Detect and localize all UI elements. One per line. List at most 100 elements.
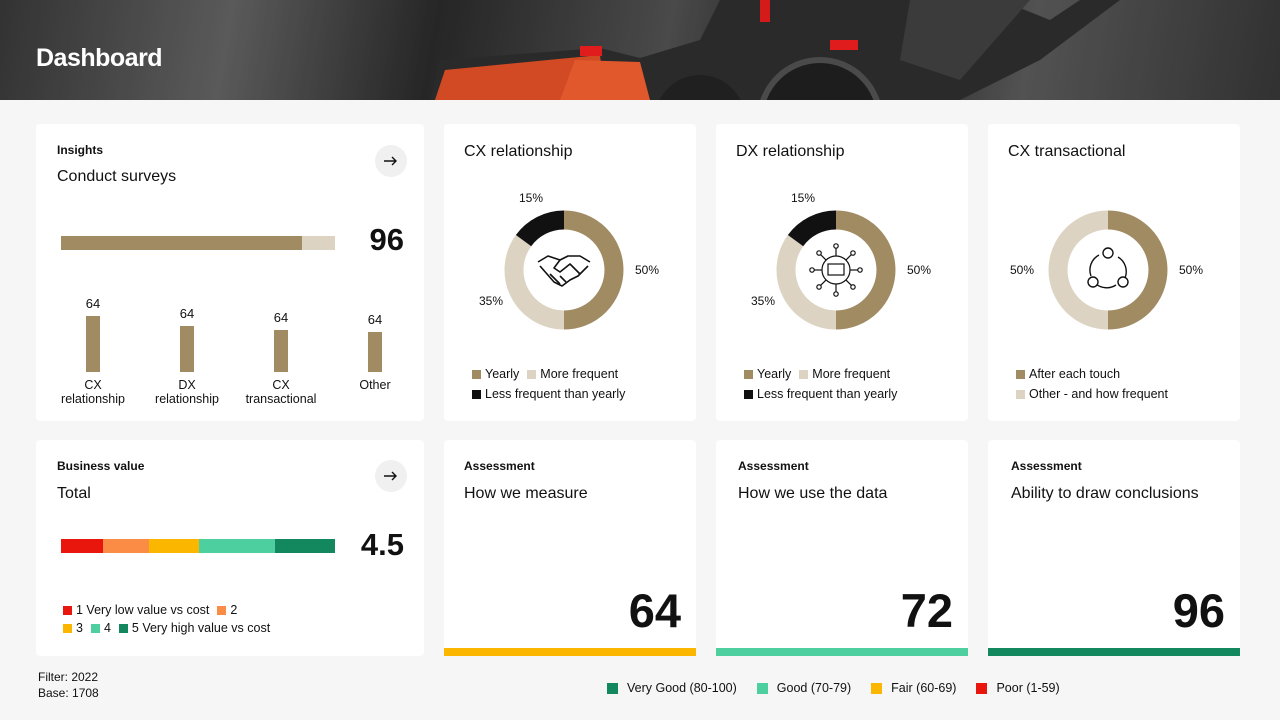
insights-kicker: Insights — [57, 143, 104, 157]
legend-value-2: 2 — [230, 603, 238, 617]
mining-machine-image — [0, 0, 1280, 100]
arrow-right-icon — [384, 471, 397, 481]
survey-bar-label: DX — [178, 378, 196, 392]
dx-relationship-title: DX relationship — [736, 143, 845, 160]
legend-more-frequent: More frequent — [540, 367, 619, 381]
legend-value-5: 5 Very high value vs cost — [131, 621, 271, 635]
cx-transactional-donut — [1048, 210, 1168, 330]
legend-value-1: 1 Very low value vs cost — [76, 603, 210, 617]
surveys-progress-track — [61, 236, 335, 250]
dx-relationship-card: DX relationship 50% 35% 15% Yearly More … — [716, 124, 968, 421]
business-value-card: Business value Total 4.5 1 Very low valu… — [36, 440, 424, 656]
legend-value-4: 4 — [103, 621, 111, 635]
assessment-use-data-card: Assessment How we use the data 72 — [716, 440, 968, 656]
pct-less-frequent: 15% — [519, 191, 544, 205]
donut-slice — [1107, 210, 1168, 330]
survey-bar-label: Other — [359, 378, 390, 392]
value-segment-5 — [274, 539, 335, 553]
donut-slice — [787, 210, 837, 247]
legend-less-frequent: Less frequent than yearly — [757, 387, 898, 401]
dx-relationship-legend: Yearly More frequent — [744, 367, 890, 381]
handshake-icon — [537, 255, 591, 287]
pct-after-each-touch: 50% — [1179, 263, 1204, 277]
cx-relationship-legend-2: Less frequent than yearly — [472, 387, 625, 401]
assessment-title: Ability to draw conclusions — [1011, 485, 1199, 502]
score-rating-bar — [716, 648, 968, 656]
survey-bar — [86, 316, 100, 372]
donut-slice — [563, 210, 624, 330]
assessment-score: 72 — [900, 584, 953, 637]
cx-relationship-legend: Yearly More frequent — [472, 367, 618, 381]
survey-bar — [368, 332, 382, 372]
survey-bar-label-2: relationship — [155, 392, 219, 406]
dx-relationship-donut — [776, 210, 896, 330]
survey-bar-label-2: relationship — [61, 392, 125, 406]
surveys-progress-fill — [61, 236, 303, 250]
assessment-kicker: Assessment — [1011, 459, 1082, 473]
cycle-icon — [1087, 247, 1129, 289]
legend-yearly: Yearly — [485, 367, 520, 381]
value-segment-2 — [103, 539, 149, 553]
assessment-title: How we use the data — [738, 485, 888, 502]
legend-more-frequent: More frequent — [812, 367, 891, 381]
survey-bar — [180, 326, 194, 372]
pct-other: 50% — [1010, 263, 1035, 277]
assessment-kicker: Assessment — [464, 459, 535, 473]
business-legend: 1 Very low value vs cost 2 — [63, 603, 237, 617]
cx-relationship-donut — [504, 210, 624, 330]
insights-title: Conduct surveys — [57, 168, 177, 185]
business-kicker: Business value — [57, 459, 145, 473]
cx-transactional-card: CX transactional 50% 50% After each touc… — [988, 124, 1240, 421]
rating-legend: Very Good (80-100) Good (70-79) Fair (60… — [607, 681, 1080, 695]
score-rating-bar — [988, 648, 1240, 656]
legend-very-good: Very Good (80-100) — [627, 681, 737, 695]
legend-fair: Fair (60-69) — [891, 681, 957, 695]
business-arrow-button[interactable] — [375, 460, 407, 492]
cx-relationship-title: CX relationship — [464, 143, 573, 160]
survey-bar — [274, 330, 288, 372]
legend-good: Good (70-79) — [776, 681, 852, 695]
assessment-conclusions-card: Assessment Ability to draw conclusions 9… — [988, 440, 1240, 656]
business-score: 4.5 — [360, 527, 404, 562]
survey-bar-label-2: transactional — [246, 392, 317, 406]
legend-yearly: Yearly — [757, 367, 792, 381]
page-title: Dashboard — [36, 44, 163, 72]
legend-other: Other - and how frequent — [1029, 387, 1168, 401]
survey-bar-value: 64 — [274, 310, 288, 325]
legend-after-each-touch: After each touch — [1029, 367, 1121, 381]
filter-label: Filter: 2022 — [38, 670, 99, 684]
legend-poor: Poor (1-59) — [996, 681, 1060, 695]
assessment-kicker: Assessment — [738, 459, 809, 473]
survey-bar-value: 64 — [180, 306, 194, 321]
donut-slice — [1048, 210, 1109, 330]
survey-bar-label: CX — [272, 378, 290, 392]
assessment-score: 64 — [628, 584, 681, 637]
surveys-total: 96 — [369, 222, 404, 257]
insights-arrow-button[interactable] — [375, 145, 407, 177]
assessment-score: 96 — [1172, 584, 1225, 637]
base-label: Base: 1708 — [38, 686, 99, 700]
donut-slice — [515, 210, 565, 247]
assessment-measure-card: Assessment How we measure 64 — [444, 440, 696, 656]
business-legend-2: 3 4 5 Very high value vs cost — [63, 621, 270, 635]
dx-relationship-legend-2: Less frequent than yearly — [744, 387, 897, 401]
filter-info: Filter: 2022 Base: 1708 — [38, 669, 99, 701]
surveys-bar-chart: 64CXrelationship64DXrelationship64CXtran… — [61, 296, 391, 406]
survey-bar-value: 64 — [368, 312, 382, 327]
legend-value-3: 3 — [76, 621, 83, 635]
cx-transactional-legend-2: Other - and how frequent — [1016, 387, 1168, 401]
value-segment-3 — [148, 539, 200, 553]
business-value-bar — [61, 539, 335, 553]
cx-transactional-legend: After each touch — [1016, 367, 1120, 381]
business-title: Total — [57, 485, 91, 502]
donut-slice — [835, 210, 896, 330]
donut-slice — [776, 235, 837, 330]
legend-less-frequent: Less frequent than yearly — [485, 387, 626, 401]
value-segment-1 — [61, 539, 104, 553]
pct-more-frequent: 35% — [479, 294, 504, 308]
insights-card: Insights Conduct surveys 96 64 CX relation… — [36, 124, 424, 421]
value-segment-4 — [199, 539, 275, 553]
hero-banner: Dashboard — [0, 0, 1280, 100]
survey-bar-value: 64 — [86, 296, 100, 311]
assessment-title: How we measure — [464, 485, 588, 502]
